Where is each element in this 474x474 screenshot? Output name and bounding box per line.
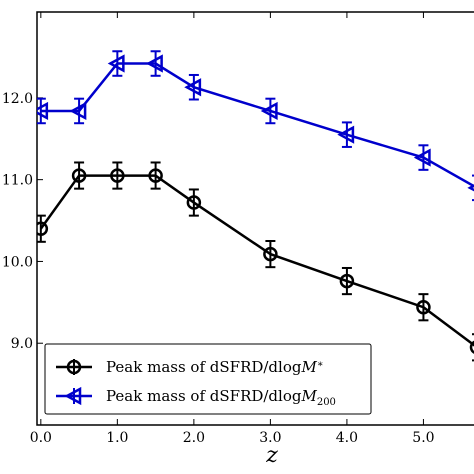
data-point xyxy=(413,148,431,167)
x-tick-label: 4.0 xyxy=(336,430,358,446)
data-point xyxy=(186,195,202,210)
data-point xyxy=(107,54,125,73)
data-point xyxy=(260,101,278,121)
data-point xyxy=(148,168,163,183)
series-1 xyxy=(37,161,474,362)
axis-ticks: 0.0 1.0 2.0 3.0 4.0 5.0 9.0 10.0 11.0 12.0 xyxy=(2,12,435,446)
series-line xyxy=(40,62,474,188)
legend-label: Peak mass of dSFRD/dlogM∗ xyxy=(106,358,324,376)
data-point xyxy=(184,78,202,97)
x-tick-label: 3.0 xyxy=(259,430,281,446)
data-point xyxy=(37,101,49,121)
series-line xyxy=(39,174,474,347)
legend-marker xyxy=(66,359,82,375)
y-tick-label: 12.0 xyxy=(2,91,33,107)
x-tick-label: 0.0 xyxy=(30,430,52,446)
data-point xyxy=(71,168,87,183)
data-point xyxy=(469,340,474,354)
series-2 xyxy=(37,50,474,202)
data-point xyxy=(69,101,87,121)
x-tick-label: 5.0 xyxy=(412,430,434,446)
data-point xyxy=(110,168,125,183)
data-point xyxy=(145,54,163,73)
legend-marker xyxy=(64,386,82,406)
y-tick-label: 10.0 xyxy=(2,254,33,270)
legend-box xyxy=(44,343,372,415)
plot-frame xyxy=(36,11,474,426)
x-tick-label: 2.0 xyxy=(183,430,205,446)
data-point xyxy=(337,125,355,144)
x-axis-label: z xyxy=(265,443,278,468)
x-tick-label: 1.0 xyxy=(106,430,128,446)
data-point xyxy=(416,299,431,315)
data-point xyxy=(339,273,355,289)
y-tick-label: 11.0 xyxy=(2,173,33,189)
y-tick-label: 9.0 xyxy=(11,336,33,352)
data-point xyxy=(37,221,49,236)
data-point xyxy=(263,246,278,262)
series-layer xyxy=(37,50,474,362)
legend-label: Peak mass of dSFRD/dlogM200 xyxy=(106,387,336,408)
legend: Peak mass of dSFRD/dlogM∗ Peak mass of dS… xyxy=(44,343,372,415)
